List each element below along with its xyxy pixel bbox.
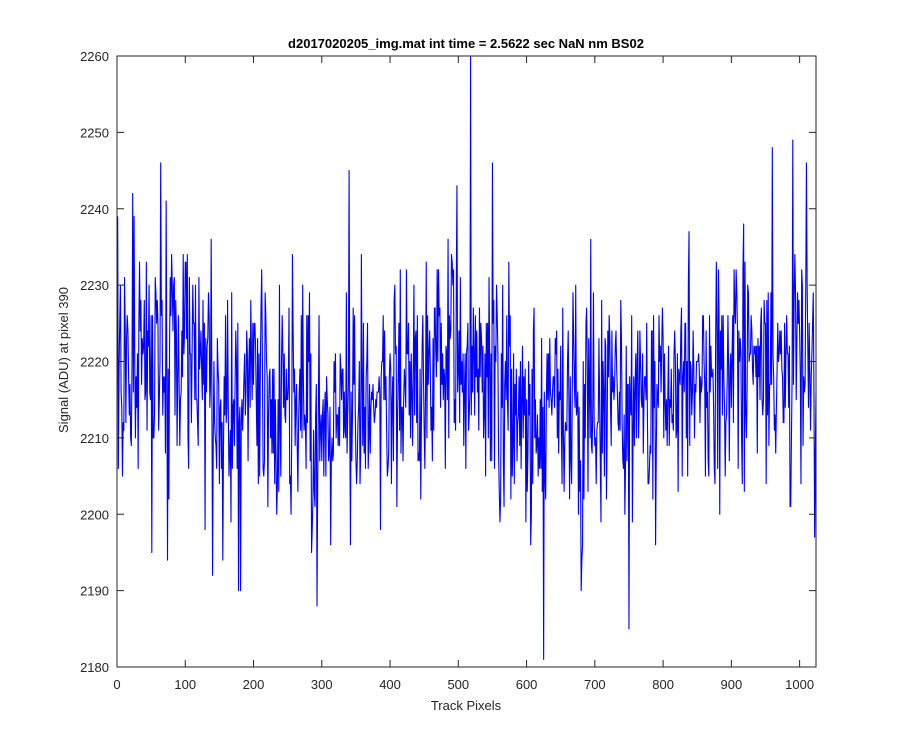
series-layer: [117, 55, 817, 660]
y-tick-label: 2190: [80, 584, 109, 599]
x-tick-label: 100: [174, 677, 196, 692]
y-tick-label: 2240: [80, 202, 109, 217]
y-tick-label: 2250: [80, 125, 109, 140]
y-tick-label: 2220: [80, 355, 109, 370]
x-tick-label: 300: [311, 677, 333, 692]
y-tick-label: 2180: [80, 660, 109, 675]
y-tick-label: 2230: [80, 278, 109, 293]
y-tick-label: 2210: [80, 431, 109, 446]
x-tick-label: 900: [721, 677, 743, 692]
x-tick-label: 0: [113, 677, 120, 692]
x-tick-label: 700: [584, 677, 606, 692]
x-tick-label: 200: [243, 677, 265, 692]
ticks-layer: 0 100 200 300 400 500 600 700 800 900 1000 2180 2190…: [80, 49, 816, 692]
x-tick-label: 800: [652, 677, 674, 692]
x-tick-label: 600: [516, 677, 538, 692]
x-axis-label: Track Pixels: [431, 698, 502, 713]
x-tick-label: 400: [379, 677, 401, 692]
y-tick-label: 2260: [80, 49, 109, 64]
chart-title: d2017020205_img.mat int time = 2.5622 se…: [288, 36, 644, 51]
x-tick-label: 1000: [785, 677, 814, 692]
x-tick-label: 500: [447, 677, 469, 692]
signal-line: [117, 55, 817, 660]
y-tick-label: 2200: [80, 507, 109, 522]
y-axis-label: Signal (ADU) at pixel 390: [56, 287, 71, 433]
